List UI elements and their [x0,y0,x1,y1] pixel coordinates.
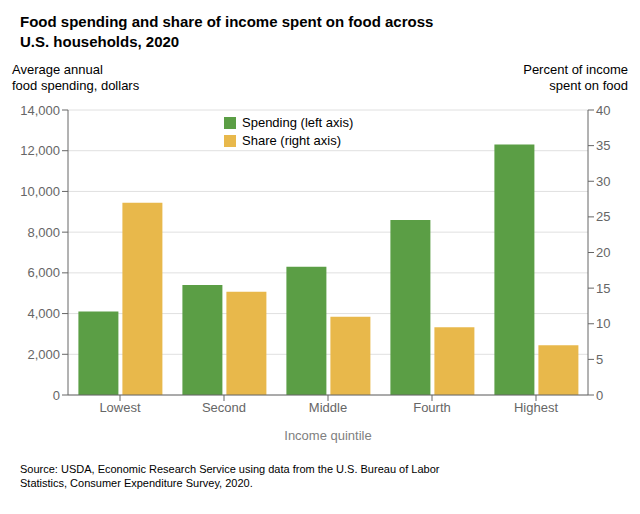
svg-text:Second: Second [202,400,246,415]
html-text:Statistics, Consumer Expenditu: Statistics, Consumer Expenditure Survey,… [20,477,253,489]
svg-text:10,000: 10,000 [20,184,60,199]
svg-text:10: 10 [596,316,610,331]
svg-text:Fourth: Fourth [413,400,451,415]
html-text:Percent of income: Percent of income [523,62,628,77]
svg-text:5: 5 [596,352,603,367]
html-text:Spending (left axis): Spending (left axis) [242,115,354,130]
svg-text:4,000: 4,000 [27,306,60,321]
svg-text:2,000: 2,000 [27,347,60,362]
svg-text:6,000: 6,000 [27,265,60,280]
svg-text:40: 40 [596,103,610,118]
svg-text:0: 0 [53,388,60,403]
svg-text:35: 35 [596,138,610,153]
svg-text:12,000: 12,000 [20,143,60,158]
html-text:Food spending and share of inc: Food spending and share of income spent … [20,13,434,30]
html-text:Source: USDA, Economic Researc: Source: USDA, Economic Research Service … [20,463,440,475]
html-text:spent on food: spent on food [549,78,628,93]
html-text:U.S. households, 2020: U.S. households, 2020 [20,33,180,50]
html-text:food spending, dollars: food spending, dollars [12,78,140,93]
svg-text:Middle: Middle [309,400,347,415]
svg-text:0: 0 [596,388,603,403]
svg-text:15: 15 [596,281,610,296]
html-text:Share (right axis): Share (right axis) [242,133,341,148]
svg-text:Income quintile: Income quintile [284,428,371,443]
svg-text:8,000: 8,000 [27,225,60,240]
svg-text:Highest: Highest [514,400,558,415]
svg-text:25: 25 [596,209,610,224]
svg-text:14,000: 14,000 [20,103,60,118]
svg-text:Lowest: Lowest [99,400,141,415]
svg-text:30: 30 [596,174,610,189]
html-text:Average annual: Average annual [12,62,103,77]
svg-text:20: 20 [596,245,610,260]
